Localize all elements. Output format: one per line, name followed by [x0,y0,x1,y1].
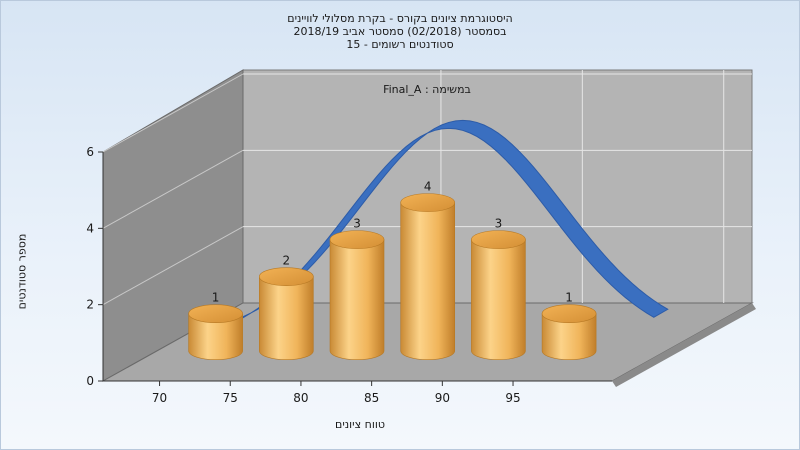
bar-value-label: 3 [495,217,503,231]
bar: 1 [541,291,597,360]
bar: 4 [400,180,456,360]
y-tick-label: 0 [86,374,94,388]
chart-title-line-1: היסטוגרמת ציונים בקורס - בקרת מסלולי לוו… [287,12,513,25]
x-tick-label: 90 [435,391,450,405]
bar-body [259,276,314,360]
x-tick-label: 95 [505,391,520,405]
bar-body [400,202,456,360]
chart-title-line-3: סטודנטים רשומים - 15 [346,38,454,51]
bar-value-label: 3 [353,217,361,231]
y-tick-label: 6 [86,145,94,159]
bar-body [188,313,243,360]
bar-cap [259,267,314,286]
chart-title-line-2: בסמסטר (02/2018) סמסטר אביב 2018/19 [293,25,507,38]
x-tick-label: 85 [364,391,379,405]
y-axis-label-wrap: מספר סטודנטים [12,215,32,335]
bar: 2 [259,254,314,360]
y-axis-label: מספר סטודנטים [15,233,29,310]
floor-edge [612,303,756,387]
series-label: במשימה : Final_A [383,83,471,96]
y-tick-label: 4 [86,221,94,235]
bar-value-label: 4 [424,180,432,194]
bar-cap [541,304,597,323]
bar-body [471,239,526,360]
grid-line-side [102,149,244,229]
grid-line-side [102,226,244,306]
bar-cap [188,304,243,323]
x-tick-label: 80 [293,391,308,405]
bar-cap [400,193,456,212]
bar-value-label: 1 [212,291,220,305]
bar-body [329,239,385,360]
bar: 3 [471,217,526,360]
fit-curve [194,119,669,337]
y-tick-label: 2 [86,298,94,312]
x-tick-label: 75 [223,391,238,405]
bar: 1 [188,291,243,360]
bar-cap [471,230,526,249]
x-axis-label: טווח ציונים [335,418,385,431]
bar: 3 [329,217,385,360]
grid-line-side [102,73,244,153]
x-tick-label: 70 [152,391,167,405]
bar-value-label: 1 [565,291,573,305]
bar-body [541,313,597,360]
bar-cap [329,230,385,249]
bar-value-label: 2 [282,254,290,268]
